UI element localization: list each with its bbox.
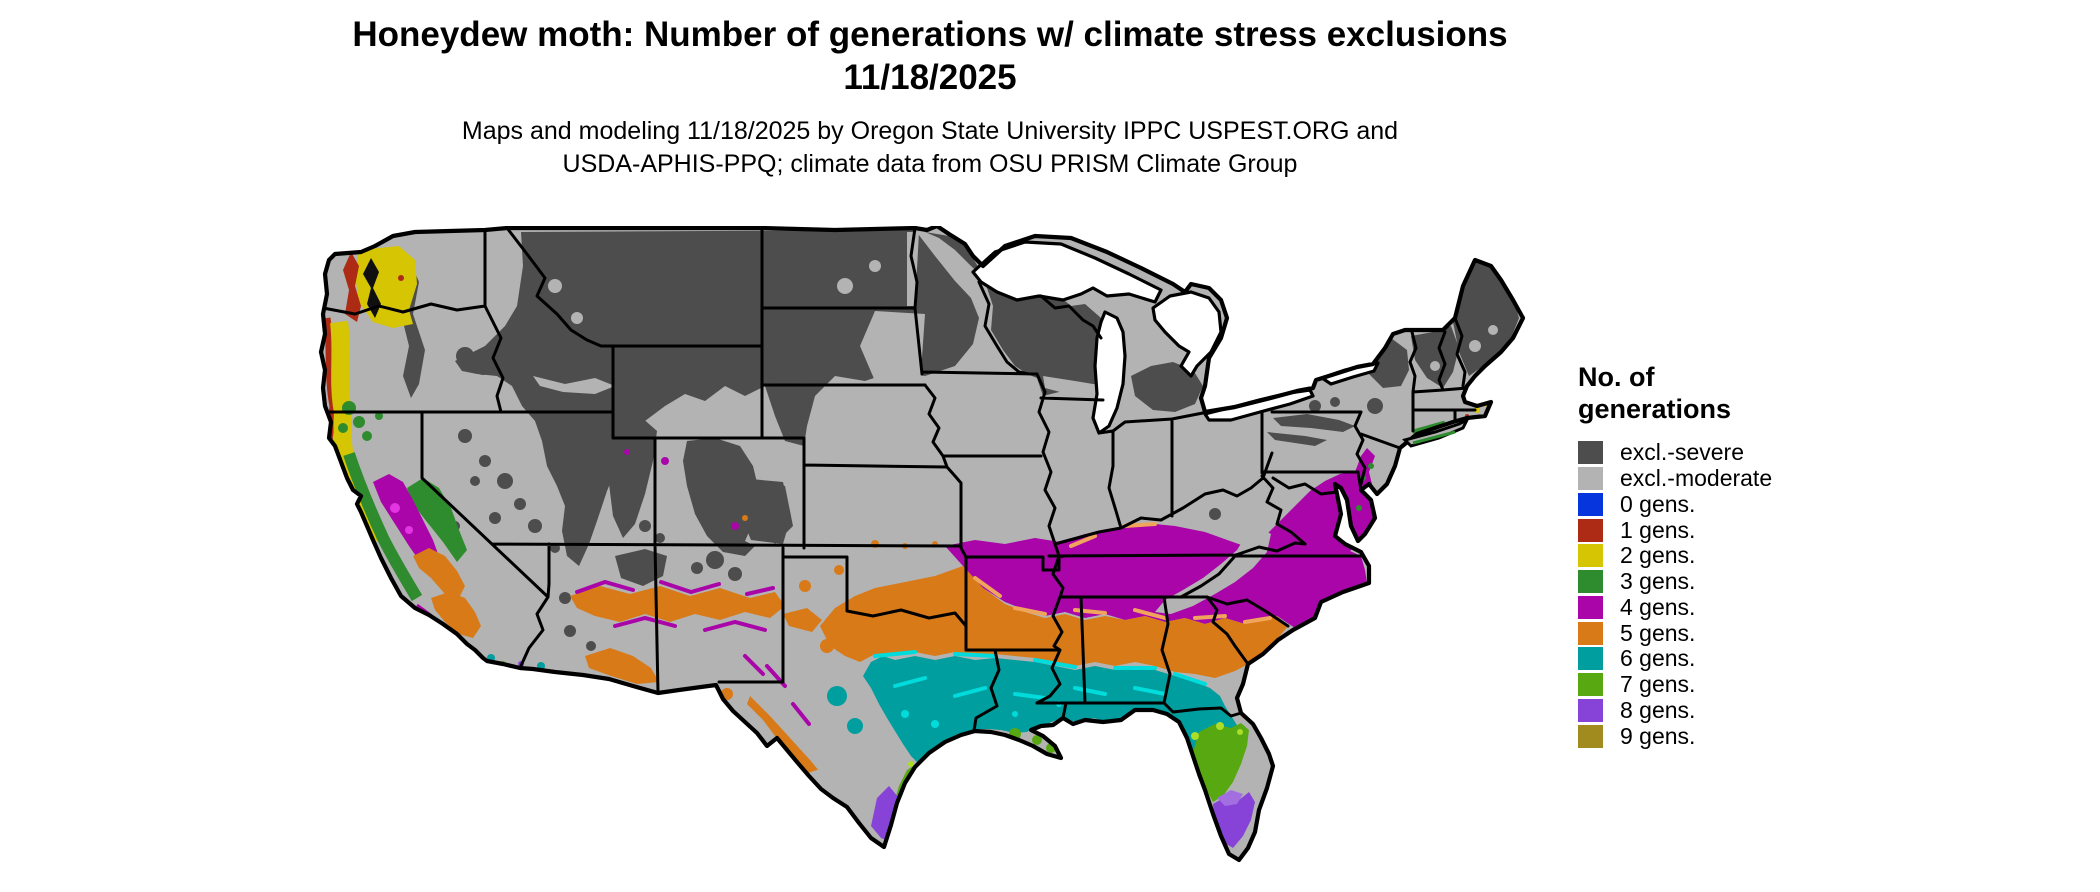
legend-swatch-gens5	[1578, 621, 1603, 645]
legend-item-gens5: 5 gens.	[1578, 620, 1898, 646]
legend-label-gens1: 1 gens.	[1620, 516, 1696, 543]
legend-swatch-gens2	[1578, 544, 1603, 568]
legend-label-gens8: 8 gens.	[1620, 697, 1696, 724]
legend-item-excl_severe: excl.-severe	[1578, 440, 1898, 466]
map-region-excl-severe	[399, 230, 1519, 651]
legend-item-gens8: 8 gens.	[1578, 698, 1898, 724]
us-generations-map	[315, 223, 1535, 881]
legend-label-excl_severe: excl.-severe	[1620, 439, 1744, 466]
legend-item-gens6: 6 gens.	[1578, 646, 1898, 672]
legend-item-gens7: 7 gens.	[1578, 672, 1898, 698]
legend-swatch-excl_moderate	[1578, 466, 1603, 490]
chart-subtitle: Maps and modeling 11/18/2025 by Oregon S…	[0, 115, 1860, 181]
chart-title: Honeydew moth: Number of generations w/ …	[352, 15, 1508, 54]
subtitle-line-2: USDA-APHIS-PPQ; climate data from OSU PR…	[562, 150, 1298, 178]
legend-swatch-gens8	[1578, 699, 1603, 723]
long-island	[1402, 416, 1471, 448]
map-fringe-light-orange	[973, 522, 1272, 624]
puget-sound-water	[363, 258, 381, 318]
legend-label-gens4: 4 gens.	[1620, 593, 1696, 620]
map-color-layers	[321, 226, 1523, 860]
map-region-5-gens	[570, 515, 1288, 784]
subtitle-line-1: Maps and modeling 11/18/2025 by Oregon S…	[461, 117, 1399, 145]
legend-item-gens0: 0 gens.	[1578, 491, 1898, 517]
legend-swatch-gens6	[1578, 647, 1603, 671]
legend-item-gens4: 4 gens.	[1578, 595, 1898, 621]
legend-label-gens6: 6 gens.	[1620, 645, 1696, 672]
lake-superior	[971, 240, 1163, 304]
map-region-west-coast	[321, 246, 545, 670]
legend-item-gens3: 3 gens.	[1578, 569, 1898, 595]
lake-michigan	[1091, 310, 1127, 435]
legend-label-gens2: 2 gens.	[1620, 542, 1696, 569]
legend-item-gens2: 2 gens.	[1578, 543, 1898, 569]
legend-label-gens5: 5 gens.	[1620, 619, 1696, 646]
legend-swatch-excl_severe	[1578, 441, 1603, 465]
conus-map-svg	[318, 223, 1526, 863]
legend-swatch-gens3	[1578, 570, 1603, 594]
legend-item-gens1: 1 gens.	[1578, 517, 1898, 543]
lake-huron	[1151, 290, 1223, 378]
map-region-swtexas-gray	[805, 764, 883, 828]
map-fringe-lavender	[1217, 790, 1243, 806]
map-region-wtexas-gray	[759, 690, 787, 708]
title-block: Honeydew moth: Number of generations w/ …	[0, 15, 1860, 181]
map-region-6-gens	[827, 656, 1240, 764]
us-outline	[318, 223, 1526, 863]
map-region-8-gens	[871, 786, 1255, 848]
chart-title-date: 11/18/2025	[843, 57, 1017, 97]
legend-items: excl.-severe excl.-moderate 0 gens. 1 gens.…	[1578, 440, 1898, 750]
map-fringe-southwest-magenta	[575, 579, 811, 726]
legend-swatch-gens4	[1578, 595, 1603, 619]
legend-swatch-gens0	[1578, 492, 1603, 516]
map-region-appalachian-gray	[1155, 524, 1271, 614]
legend-label-gens3: 3 gens.	[1620, 568, 1696, 595]
legend-swatch-gens9	[1578, 724, 1603, 748]
legend-label-gens9: 9 gens.	[1620, 722, 1696, 749]
legend-label-gens7: 7 gens.	[1620, 671, 1696, 698]
legend: No. of generations excl.-severe excl.-mod…	[1578, 362, 1898, 749]
legend-item-excl_moderate: excl.-moderate	[1578, 466, 1898, 492]
legend-title: No. of generations	[1578, 362, 1732, 424]
map-region-9-gens	[1206, 858, 1210, 860]
state-borders	[321, 226, 1477, 733]
legend-item-gens9: 9 gens.	[1578, 723, 1898, 749]
legend-swatch-gens7	[1578, 673, 1603, 697]
legend-swatch-gens1	[1578, 518, 1603, 542]
legend-label-gens0: 0 gens.	[1620, 490, 1696, 517]
legend-label-excl_moderate: excl.-moderate	[1620, 464, 1773, 491]
